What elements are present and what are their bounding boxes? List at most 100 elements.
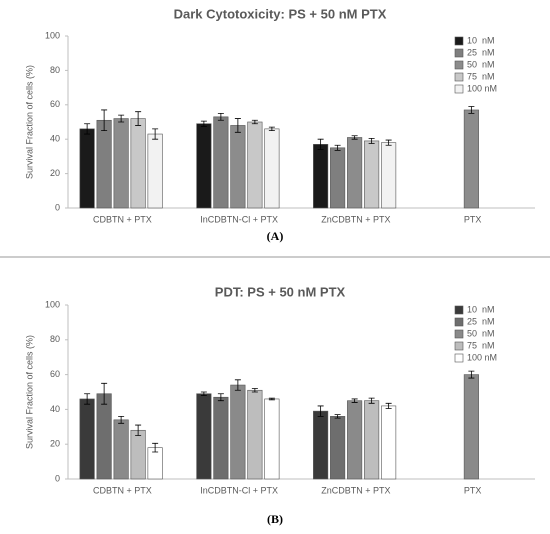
caption: (B) <box>267 512 283 526</box>
bar <box>247 121 263 209</box>
bar <box>330 147 346 209</box>
error-bar <box>317 138 324 150</box>
error-bar <box>152 128 159 140</box>
legend-swatch <box>454 72 464 82</box>
bar <box>347 137 363 209</box>
error-bar <box>234 379 241 391</box>
bar <box>364 400 380 480</box>
error-bar <box>317 405 324 417</box>
error-bar <box>368 137 375 144</box>
error-bar <box>101 382 108 405</box>
legend-swatch <box>454 36 464 46</box>
error-bar <box>217 113 224 121</box>
bar <box>96 393 112 480</box>
error-bar <box>251 388 258 393</box>
bar <box>381 142 397 209</box>
error-bar <box>200 391 207 396</box>
bar <box>313 144 329 209</box>
bar <box>381 405 397 480</box>
bar <box>130 429 146 480</box>
bar <box>213 396 229 480</box>
bar <box>313 410 329 480</box>
error-bar <box>135 424 142 436</box>
legend-label: 10 nM <box>467 304 495 314</box>
bar <box>213 116 229 209</box>
x-tick-label: ZnCDBTN + PTX <box>321 485 390 495</box>
error-bar <box>268 126 275 131</box>
y-tick-label: 0 <box>55 473 60 483</box>
error-bar <box>385 139 392 146</box>
bar <box>463 109 479 209</box>
error-bar <box>84 123 91 135</box>
y-tick-label: 60 <box>50 99 60 109</box>
error-bar <box>268 397 275 401</box>
chart-title: Dark Cytotoxicity: PS + 50 nM PTX <box>174 6 387 21</box>
y-axis-label: Survival Fraction of cells (%) <box>24 335 34 449</box>
bar <box>113 419 129 480</box>
legend-label: 100 nM <box>467 83 497 93</box>
y-tick-label: 100 <box>45 30 60 40</box>
legend-label: 75 nM <box>467 340 495 350</box>
y-tick-label: 0 <box>55 202 60 212</box>
bar <box>96 119 112 209</box>
x-tick-label: CDBTN + PTX <box>93 214 152 224</box>
error-bar <box>351 135 358 140</box>
legend-label: 50 nM <box>467 328 495 338</box>
error-bar <box>468 106 475 114</box>
error-bar <box>84 393 91 405</box>
error-bar <box>101 109 108 131</box>
legend-swatch <box>454 341 464 351</box>
error-bar <box>234 118 241 133</box>
legend-swatch <box>454 317 464 327</box>
y-tick-label: 100 <box>45 299 60 309</box>
error-bar <box>334 144 341 151</box>
x-tick-label: CDBTN + PTX <box>93 485 152 495</box>
legend-swatch <box>454 353 464 363</box>
legend-label: 25 nM <box>467 47 495 57</box>
bar <box>264 128 280 209</box>
legend-swatch <box>454 60 464 70</box>
legend-label: 50 nM <box>467 59 495 69</box>
error-bar <box>251 119 258 125</box>
bar <box>247 389 263 480</box>
y-tick-label: 40 <box>50 134 60 144</box>
chart-title: PDT: PS + 50 nM PTX <box>215 284 346 299</box>
error-bar <box>334 414 341 419</box>
legend-label: 100 nM <box>467 352 497 362</box>
error-bar <box>118 114 125 123</box>
y-tick-label: 80 <box>50 65 60 75</box>
legend-label: 25 nM <box>467 316 495 326</box>
bar <box>463 374 479 480</box>
x-tick-label: PTX <box>464 485 482 495</box>
error-bar <box>368 397 375 404</box>
x-tick-label: InCDBTN-Cl + PTX <box>200 214 278 224</box>
legend-swatch <box>454 329 464 339</box>
bar <box>79 398 95 480</box>
bar <box>347 400 363 480</box>
bar <box>264 398 280 480</box>
y-tick-label: 20 <box>50 439 60 449</box>
bar <box>113 118 129 209</box>
bar <box>147 133 163 209</box>
bar <box>196 123 212 209</box>
caption: (A) <box>267 229 284 243</box>
bar <box>330 416 346 480</box>
error-bar <box>200 120 207 127</box>
y-tick-label: 80 <box>50 334 60 344</box>
bar <box>196 393 212 480</box>
y-tick-label: 20 <box>50 168 60 178</box>
error-bar <box>135 111 142 126</box>
legend-label: 10 nM <box>467 35 495 45</box>
legend-label: 75 nM <box>467 71 495 81</box>
y-tick-label: 60 <box>50 369 60 379</box>
error-bar <box>385 402 392 409</box>
y-tick-label: 40 <box>50 404 60 414</box>
legend-swatch <box>454 84 464 94</box>
error-bar <box>152 442 159 453</box>
y-axis-label: Survival Fraction of cells (%) <box>24 65 34 179</box>
error-bar <box>468 370 475 379</box>
x-tick-label: PTX <box>464 214 482 224</box>
x-tick-label: ZnCDBTN + PTX <box>321 214 390 224</box>
bar <box>130 118 146 209</box>
